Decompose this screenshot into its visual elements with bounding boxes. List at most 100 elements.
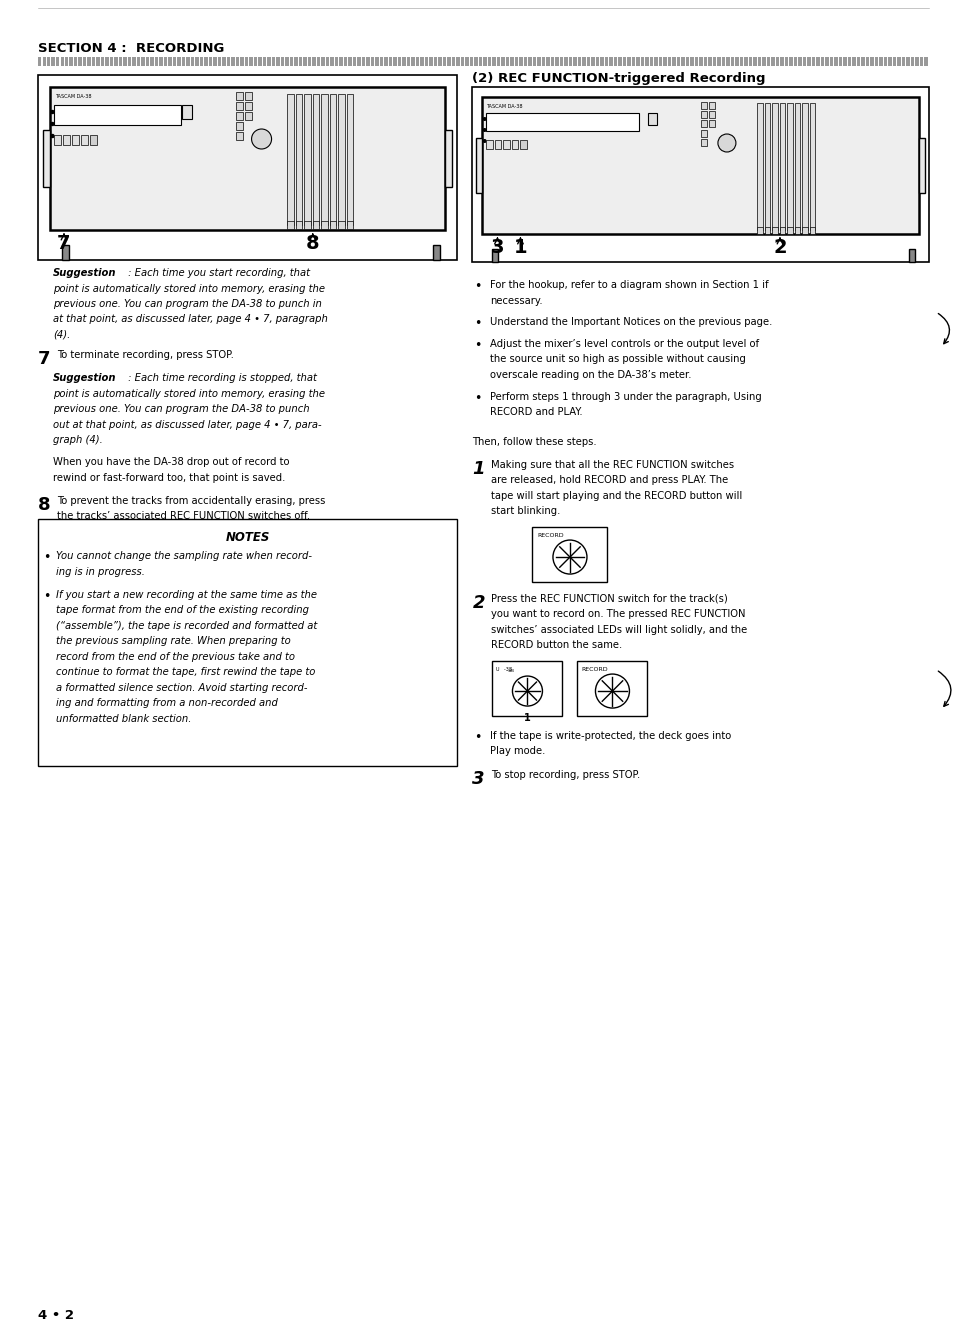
- Bar: [338, 94, 344, 225]
- Bar: [375, 56, 378, 66]
- Bar: [497, 56, 499, 66]
- Text: 7: 7: [57, 233, 71, 253]
- Bar: [65, 56, 68, 66]
- Bar: [38, 56, 41, 66]
- Text: To prevent the tracks from accidentally erasing, press: To prevent the tracks from accidentally …: [57, 496, 325, 506]
- Bar: [712, 56, 716, 66]
- Bar: [438, 56, 441, 66]
- Bar: [420, 56, 423, 66]
- Bar: [62, 245, 69, 260]
- Bar: [146, 56, 149, 66]
- Text: Then, follow these steps.: Then, follow these steps.: [472, 437, 597, 447]
- Bar: [685, 56, 688, 66]
- Bar: [869, 56, 873, 66]
- Bar: [618, 56, 621, 66]
- Bar: [809, 103, 815, 231]
- Bar: [515, 56, 517, 66]
- Bar: [60, 56, 64, 66]
- Text: •: •: [43, 551, 51, 565]
- Text: •: •: [474, 280, 481, 292]
- Bar: [371, 56, 374, 66]
- Bar: [245, 113, 252, 119]
- Bar: [474, 56, 477, 66]
- Bar: [505, 56, 509, 66]
- Text: TASCAM DA-38: TASCAM DA-38: [55, 94, 91, 99]
- Circle shape: [51, 110, 54, 114]
- Text: If you start a new recording at the same time as the: If you start a new recording at the same…: [56, 590, 316, 599]
- Bar: [357, 56, 360, 66]
- Text: Perform steps 1 through 3 under the paragraph, Using: Perform steps 1 through 3 under the para…: [490, 392, 761, 401]
- Text: (4).: (4).: [53, 330, 71, 341]
- Bar: [263, 56, 266, 66]
- Text: SECTION 4 :  RECORDING: SECTION 4 : RECORDING: [38, 42, 224, 55]
- Bar: [559, 56, 562, 66]
- Text: (“assemble”), the tape is recorded and formatted at: (“assemble”), the tape is recorded and f…: [56, 621, 317, 632]
- Text: are released, hold RECORD and press PLAY. The: are released, hold RECORD and press PLAY…: [491, 475, 728, 485]
- Bar: [232, 56, 234, 66]
- Bar: [402, 56, 405, 66]
- Bar: [78, 56, 82, 66]
- Bar: [700, 119, 706, 127]
- Bar: [316, 56, 320, 66]
- Bar: [456, 56, 459, 66]
- Bar: [838, 56, 841, 66]
- Bar: [786, 227, 792, 233]
- Bar: [662, 56, 666, 66]
- Text: RECORD and PLAY.: RECORD and PLAY.: [490, 408, 582, 417]
- Bar: [510, 56, 513, 66]
- Text: previous one. You can program the DA-38 to punch: previous one. You can program the DA-38 …: [53, 405, 310, 414]
- Text: 1: 1: [472, 460, 484, 477]
- Bar: [235, 56, 239, 66]
- Bar: [865, 56, 868, 66]
- Bar: [852, 56, 855, 66]
- Bar: [245, 93, 252, 101]
- Bar: [452, 56, 455, 66]
- Bar: [780, 103, 784, 231]
- Bar: [519, 56, 522, 66]
- Bar: [313, 221, 319, 229]
- Bar: [780, 227, 784, 233]
- Bar: [546, 56, 549, 66]
- Text: 3: 3: [490, 237, 504, 257]
- Bar: [290, 56, 293, 66]
- Text: graph (4).: graph (4).: [53, 436, 103, 445]
- Text: : Each time recording is stopped, that: : Each time recording is stopped, that: [125, 373, 316, 384]
- Bar: [861, 56, 863, 66]
- Bar: [908, 249, 914, 261]
- Bar: [101, 56, 104, 66]
- Bar: [250, 56, 253, 66]
- Bar: [379, 56, 383, 66]
- Bar: [708, 56, 711, 66]
- Bar: [344, 56, 347, 66]
- Text: For the hookup, refer to a diagram shown in Section 1 if: For the hookup, refer to a diagram shown…: [490, 280, 768, 290]
- Text: 8: 8: [306, 233, 319, 253]
- Bar: [313, 56, 315, 66]
- Bar: [151, 56, 153, 66]
- Bar: [667, 56, 671, 66]
- Text: you want to record on. The pressed REC FUNCTION: you want to record on. The pressed REC F…: [491, 609, 745, 620]
- FancyArrowPatch shape: [938, 314, 948, 343]
- Circle shape: [51, 122, 54, 126]
- Bar: [708, 111, 714, 118]
- Bar: [677, 56, 679, 66]
- Bar: [703, 56, 706, 66]
- Bar: [482, 97, 918, 233]
- Text: out at that point, as discussed later, page 4 • 7, para-: out at that point, as discussed later, p…: [53, 420, 321, 430]
- Text: •: •: [474, 731, 481, 744]
- Bar: [700, 139, 706, 146]
- Bar: [784, 56, 787, 66]
- Text: Understand the Important Notices on the previous page.: Understand the Important Notices on the …: [490, 318, 772, 327]
- Bar: [757, 103, 762, 231]
- Bar: [222, 56, 226, 66]
- Bar: [821, 56, 823, 66]
- Bar: [834, 56, 837, 66]
- Bar: [267, 56, 271, 66]
- Bar: [83, 56, 86, 66]
- Circle shape: [483, 129, 485, 131]
- Bar: [919, 56, 923, 66]
- Circle shape: [483, 118, 485, 121]
- Bar: [186, 56, 190, 66]
- Bar: [883, 56, 886, 66]
- Bar: [523, 56, 527, 66]
- Bar: [842, 56, 846, 66]
